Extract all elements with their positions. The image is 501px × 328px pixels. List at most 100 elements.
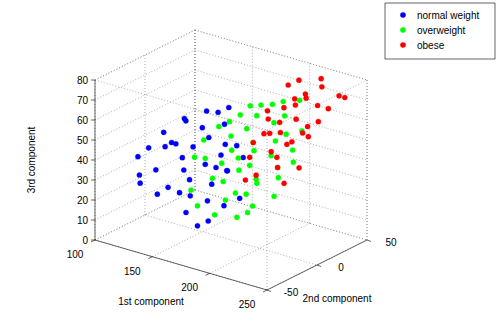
x-tick	[263, 290, 267, 292]
point	[293, 102, 298, 107]
z-tick-label: 40	[77, 155, 89, 166]
legend-label: normal weight	[417, 10, 479, 21]
point	[229, 148, 234, 153]
grid-line	[95, 90, 195, 140]
point	[281, 105, 286, 110]
point	[163, 144, 168, 149]
point	[250, 203, 255, 208]
point	[326, 106, 331, 111]
point	[319, 76, 324, 81]
x-tick-label: 200	[181, 282, 198, 293]
point	[222, 122, 227, 127]
point	[138, 181, 143, 186]
z-tick-label: 50	[77, 135, 89, 146]
box-edge	[267, 130, 268, 290]
point	[258, 102, 263, 107]
point	[227, 119, 232, 124]
x-tick-label: 100	[67, 249, 84, 260]
grid-line	[95, 50, 195, 100]
box-edge	[195, 30, 367, 80]
z-tick	[91, 140, 95, 141]
point	[319, 84, 324, 89]
grid-line	[195, 50, 367, 100]
point	[248, 103, 253, 108]
series	[188, 98, 304, 220]
x-tick	[206, 273, 210, 275]
z-tick	[91, 100, 95, 101]
y-tick-label: -50	[284, 287, 299, 298]
point	[276, 175, 281, 180]
point	[224, 168, 229, 173]
grid-line	[95, 170, 195, 220]
y-tick	[267, 290, 271, 292]
y-tick-label: 0	[338, 262, 344, 273]
legend-marker	[400, 27, 406, 33]
point	[251, 148, 256, 153]
point	[223, 197, 228, 202]
point	[271, 120, 276, 125]
point	[278, 130, 283, 135]
point	[315, 103, 320, 108]
y-axis-label: 2nd component	[303, 293, 372, 304]
z-tick	[91, 180, 95, 181]
point	[233, 190, 238, 195]
x-tick-label: 150	[124, 266, 141, 277]
grid-line	[195, 110, 367, 160]
chart: 100150200250-50050010203040506070801st c…	[0, 0, 501, 328]
grid-line	[152, 207, 252, 257]
point	[238, 112, 243, 117]
z-axis-label: 3rd component	[26, 126, 37, 193]
point	[180, 155, 185, 160]
point	[275, 165, 280, 170]
point	[296, 78, 301, 83]
z-tick-label: 60	[77, 115, 89, 126]
point	[188, 193, 193, 198]
y-tick-label: 50	[385, 237, 397, 248]
point	[282, 113, 287, 118]
z-tick-label: 30	[77, 175, 89, 186]
y-tick	[317, 265, 321, 267]
box-edge	[95, 80, 267, 130]
point	[290, 147, 295, 152]
grid-line	[95, 110, 195, 160]
point	[269, 149, 274, 154]
grid-line	[210, 223, 310, 273]
point	[223, 142, 228, 147]
point	[237, 196, 242, 201]
box-edge	[267, 80, 367, 130]
point	[292, 96, 297, 101]
point	[247, 163, 252, 168]
grid-line	[95, 150, 195, 200]
point	[254, 173, 259, 178]
point	[286, 82, 291, 87]
point	[228, 133, 233, 138]
series	[243, 76, 348, 186]
y-tick	[367, 240, 371, 242]
grid-line	[95, 130, 195, 180]
point	[244, 192, 249, 197]
legend-marker	[400, 42, 406, 48]
point	[203, 156, 208, 161]
point	[161, 130, 166, 135]
point	[291, 160, 296, 165]
point	[135, 154, 140, 159]
point	[215, 110, 220, 115]
point	[165, 185, 170, 190]
z-tick-label: 20	[77, 195, 89, 206]
point	[190, 144, 195, 149]
z-tick	[91, 160, 95, 161]
point	[225, 168, 230, 173]
grid-line	[195, 30, 367, 80]
z-tick-label: 70	[77, 95, 89, 106]
point	[281, 181, 286, 186]
grid-line	[95, 70, 195, 120]
point	[195, 223, 200, 228]
y-axis	[267, 240, 367, 290]
point	[284, 142, 289, 147]
point	[216, 124, 221, 129]
grid-line	[309, 63, 310, 223]
point	[261, 131, 266, 136]
point	[251, 140, 256, 145]
grid-line	[145, 215, 317, 265]
point	[205, 198, 210, 203]
